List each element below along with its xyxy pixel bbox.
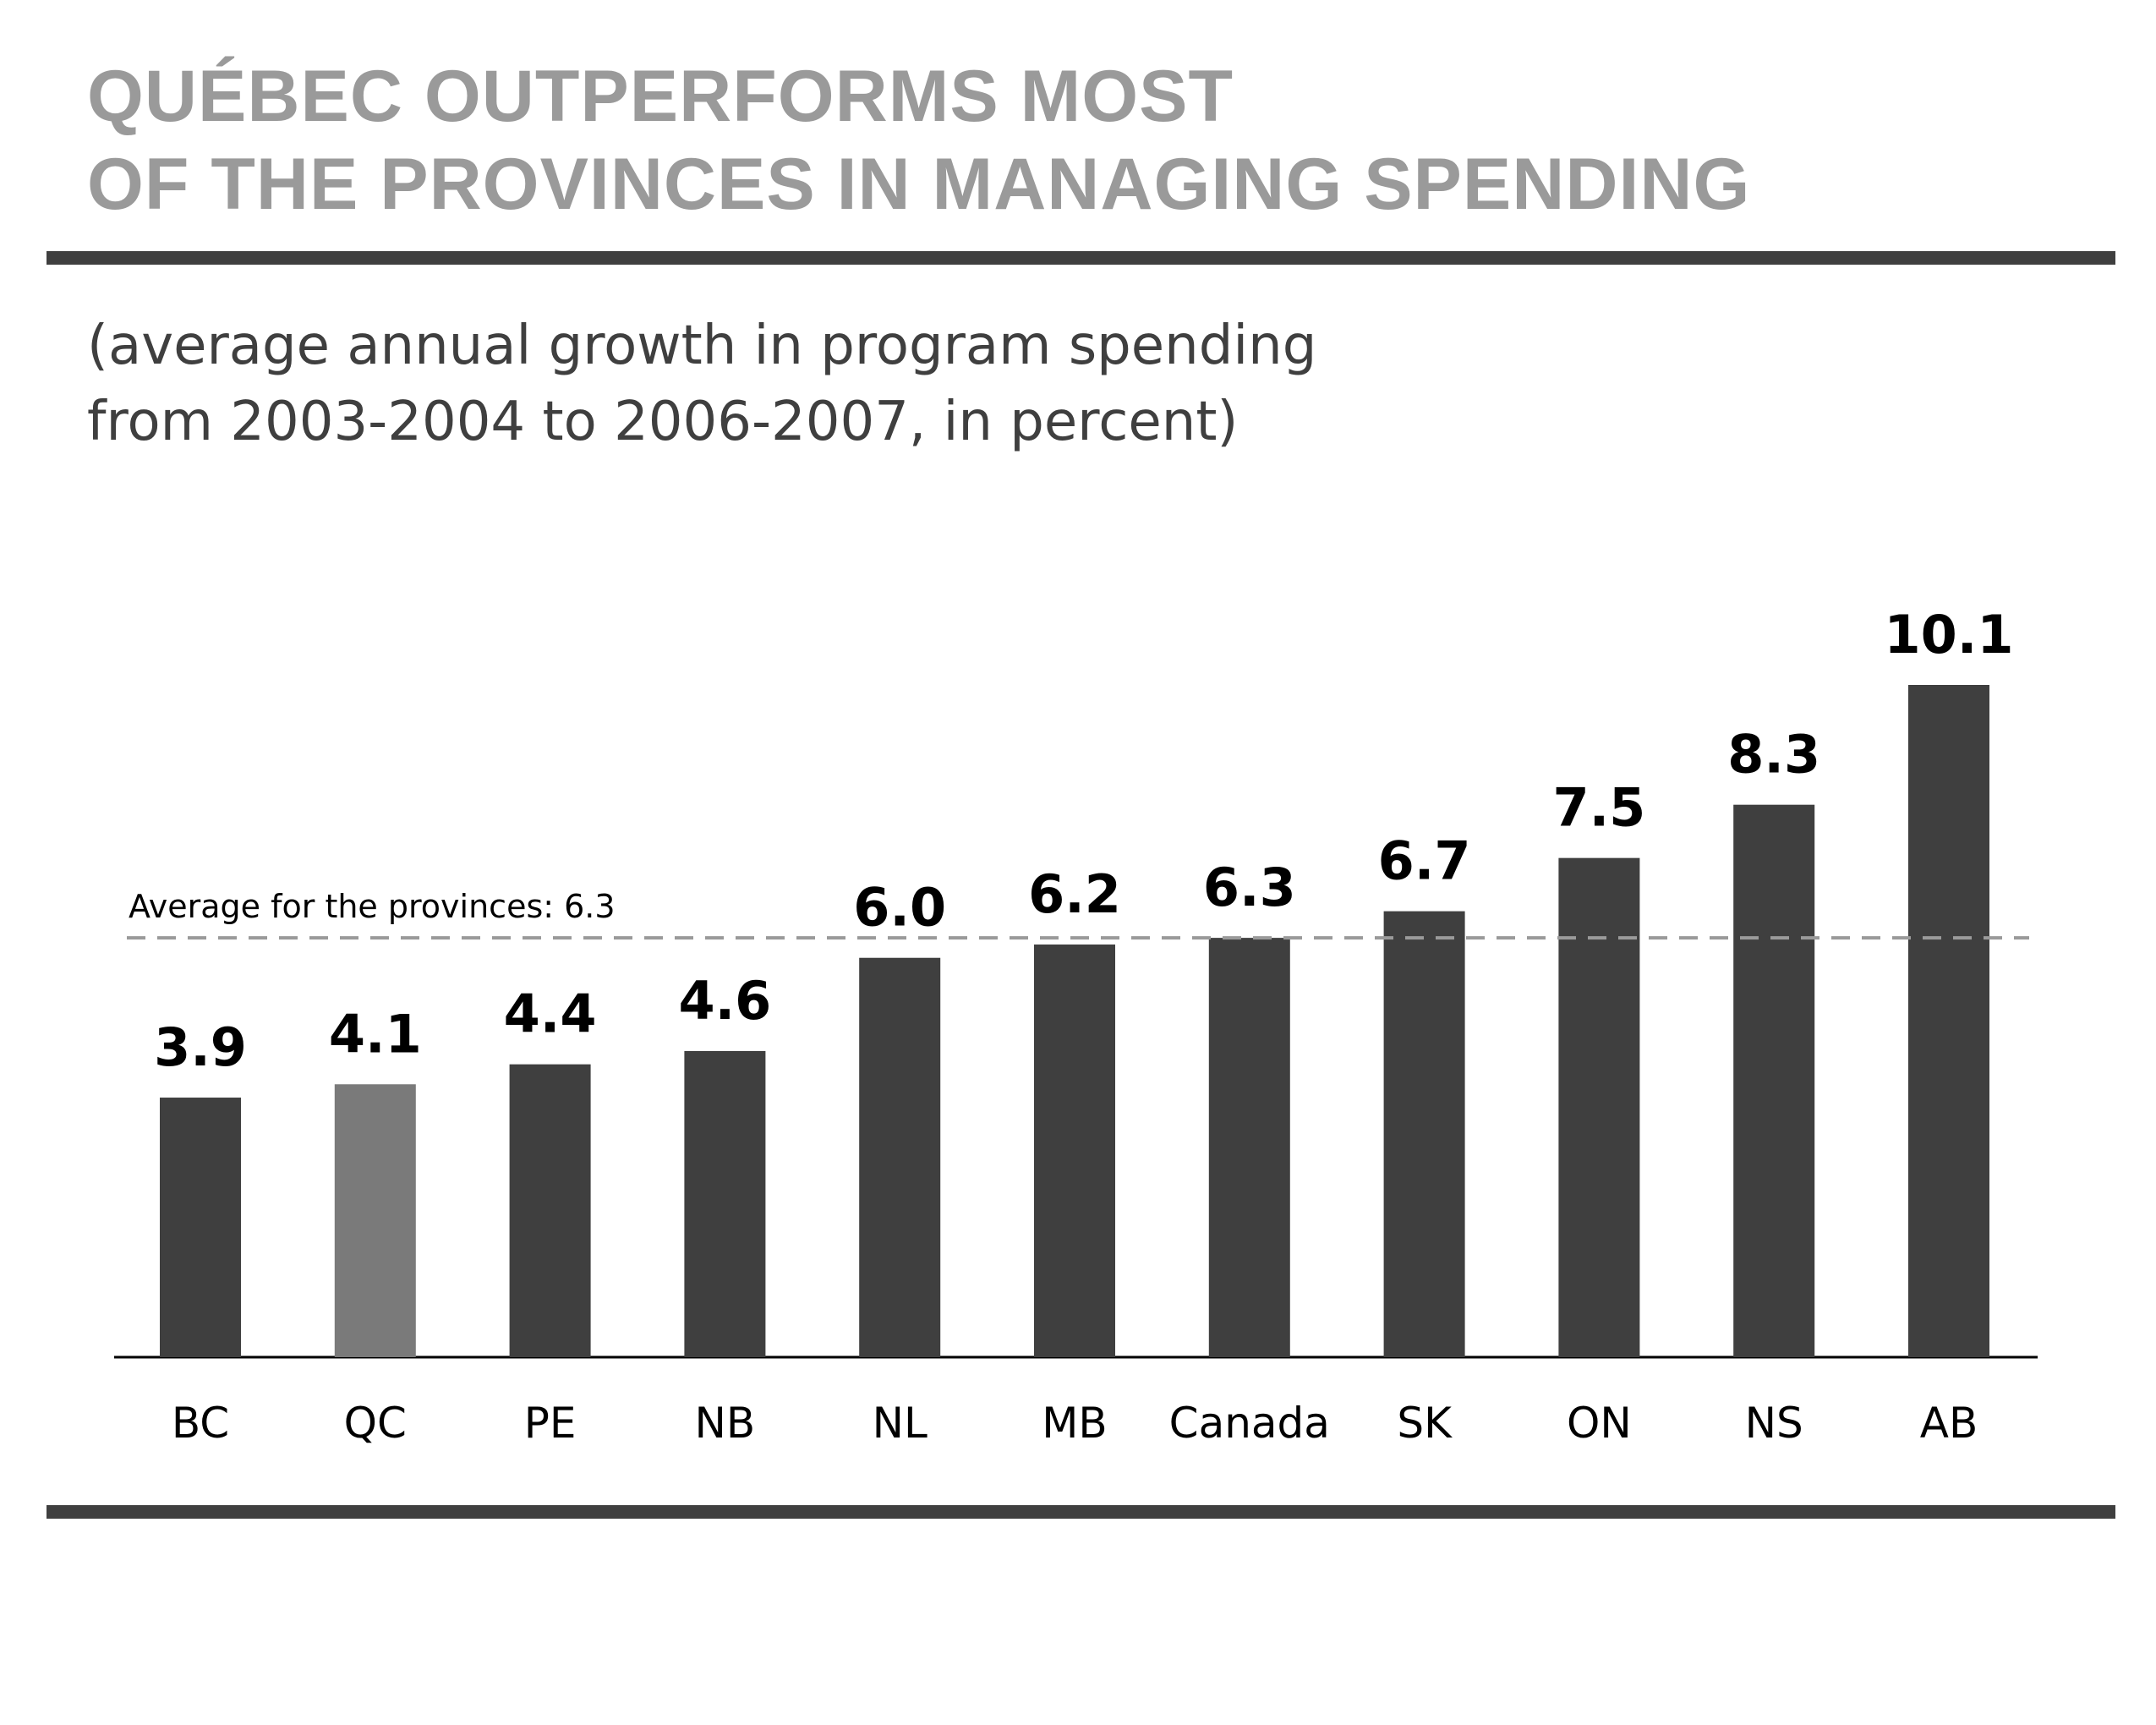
bar-mb bbox=[1034, 944, 1115, 1357]
average-reference-label: Average for the provinces: 6.3 bbox=[129, 888, 616, 925]
value-label-canada: 6.3 bbox=[1203, 857, 1296, 918]
category-label-nb: NB bbox=[695, 1399, 756, 1448]
category-label-ns: NS bbox=[1745, 1399, 1803, 1448]
category-label-sk: SK bbox=[1397, 1399, 1453, 1448]
chart-subtitle-line-1: (average annual growth in program spendi… bbox=[87, 315, 1317, 377]
value-label-pe: 4.4 bbox=[504, 983, 597, 1045]
chart-title: QUÉBEC OUTPERFORMS MOST OF THE PROVINCES… bbox=[87, 52, 1750, 228]
chart-subtitle: (average annual growth in program spendi… bbox=[87, 308, 1316, 460]
bar-qc bbox=[334, 1084, 416, 1357]
bar-on bbox=[1558, 857, 1640, 1357]
chart-title-line-2: OF THE PROVINCES IN MANAGING SPENDING bbox=[87, 144, 1751, 225]
value-label-mb: 6.2 bbox=[1028, 863, 1121, 925]
value-label-qc: 4.1 bbox=[329, 1003, 422, 1065]
bar-sk bbox=[1383, 911, 1465, 1357]
value-label-ab: 10.1 bbox=[1885, 604, 2014, 665]
value-label-bc: 3.9 bbox=[154, 1016, 247, 1078]
value-label-nb: 4.6 bbox=[678, 970, 771, 1032]
category-label-on: ON bbox=[1567, 1399, 1632, 1448]
category-label-nl: NL bbox=[873, 1399, 928, 1448]
value-label-nl: 6.0 bbox=[853, 877, 946, 939]
bar-ns bbox=[1733, 804, 1815, 1357]
bar-nb bbox=[684, 1050, 766, 1357]
value-label-sk: 6.7 bbox=[1378, 830, 1471, 892]
top-divider bbox=[47, 251, 2115, 265]
bar-pe bbox=[509, 1064, 591, 1357]
value-label-on: 7.5 bbox=[1552, 777, 1645, 839]
bottom-divider bbox=[47, 1505, 2115, 1519]
category-label-pe: PE bbox=[524, 1399, 577, 1448]
bar-ab bbox=[1908, 685, 1989, 1357]
chart-title-line-1: QUÉBEC OUTPERFORMS MOST bbox=[87, 56, 1234, 137]
category-label-ab: AB bbox=[1920, 1399, 1978, 1448]
chart-subtitle-line-2: from 2003-2004 to 2006-2007, in percent) bbox=[87, 391, 1239, 453]
bar-bc bbox=[160, 1098, 241, 1357]
bar-canada bbox=[1208, 938, 1290, 1357]
value-label-ns: 8.3 bbox=[1727, 724, 1820, 786]
category-label-qc: QC bbox=[344, 1399, 407, 1448]
bar-nl bbox=[859, 957, 941, 1357]
category-label-mb: MB bbox=[1042, 1399, 1107, 1448]
category-label-bc: BC bbox=[172, 1399, 229, 1448]
category-label-canada: Canada bbox=[1169, 1399, 1330, 1448]
